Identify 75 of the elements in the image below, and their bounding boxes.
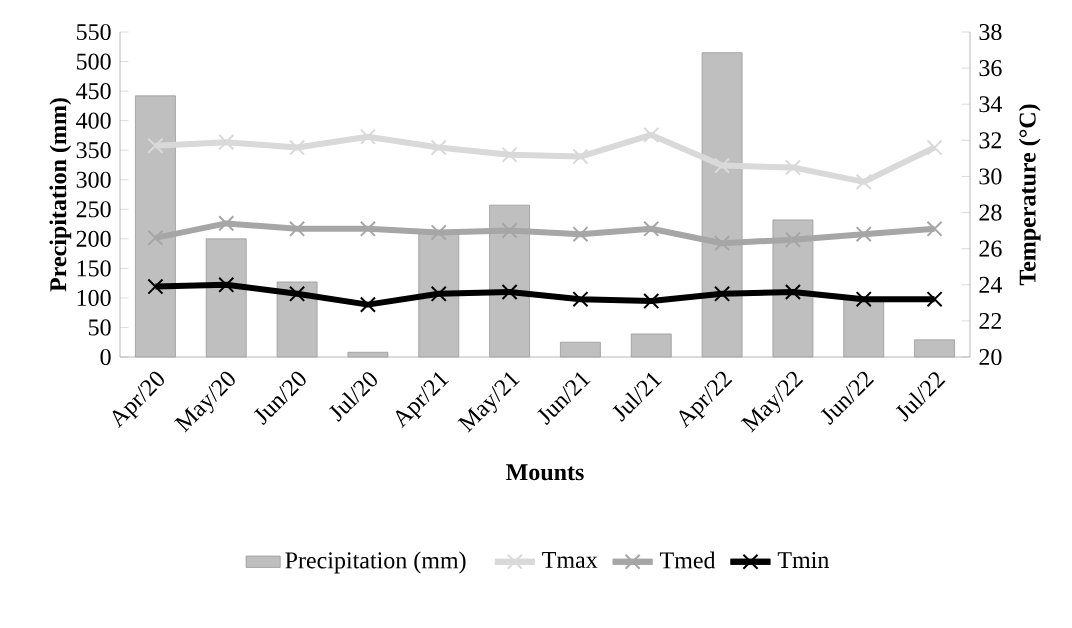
point [430,224,447,241]
point [784,283,801,301]
point [926,220,943,237]
point [572,148,589,165]
point [289,285,306,302]
bar [205,238,247,358]
point [643,292,660,310]
legend-label: Tmin [777,552,829,568]
y2-tick-label: 34 [979,96,1003,113]
point [147,137,164,154]
point [359,128,376,145]
bar [701,52,743,358]
y-tick-label: 200 [76,230,111,247]
y2-tick-label: 22 [979,312,1002,329]
point [289,139,306,156]
y2-tick-label: 20 [979,348,1002,366]
point [855,291,872,308]
y-tick-label: 500 [76,53,111,70]
point [714,285,731,302]
point [430,285,447,302]
y-tick-label: 50 [88,319,111,336]
y-tick-label: 150 [77,260,111,277]
y-tick-label: 400 [76,112,111,129]
y-tick-label: 300 [76,171,111,188]
y-tick-label: 250 [76,201,111,218]
x-axis-title: Mounts [506,464,584,481]
y-tick-label: 450 [76,83,111,100]
y2-tick-label: 26 [979,240,1002,257]
bar [347,351,389,358]
point [218,276,235,293]
point [501,146,518,163]
point [501,283,518,301]
point [714,157,731,174]
bar [135,95,176,358]
y2-tick-label: 28 [979,204,1002,221]
point [572,291,589,308]
point [218,134,235,151]
point [643,126,660,143]
point [359,220,376,237]
point [643,220,660,237]
point [430,139,447,156]
y2-tick-label: 32 [979,132,1002,149]
point [289,220,306,237]
bar [560,341,601,358]
point [855,226,872,243]
point [147,229,164,246]
point [784,231,801,248]
y-tick-label: 550 [76,23,111,41]
point [359,296,376,313]
y-tick-label: 350 [76,142,111,159]
point [926,139,943,156]
legend-label: Tmax [542,552,598,569]
point [147,278,164,295]
bar [630,333,672,358]
bar [418,232,460,358]
bar [276,281,318,358]
y-axis-title: Precipitation (mm) [49,98,72,292]
y-tick-label: 100 [77,289,111,306]
y2-tick-label: 24 [979,276,1003,293]
bar [914,339,955,358]
point [501,222,518,239]
point [572,226,589,243]
legend-label: Tmed [659,551,716,569]
y2-tick-label: 36 [979,60,1002,77]
legend-label: Precipitation (mm) [285,551,466,574]
point [926,291,943,308]
bar [843,299,885,358]
y2-tick-label: 30 [979,168,1002,185]
y-tick-label: 0 [100,348,111,366]
point [218,215,235,232]
y2-axis-title: Temperature (°C) [1018,104,1041,286]
point [714,235,731,252]
point [855,173,872,190]
point [784,159,801,176]
y2-tick-label: 38 [979,23,1002,41]
